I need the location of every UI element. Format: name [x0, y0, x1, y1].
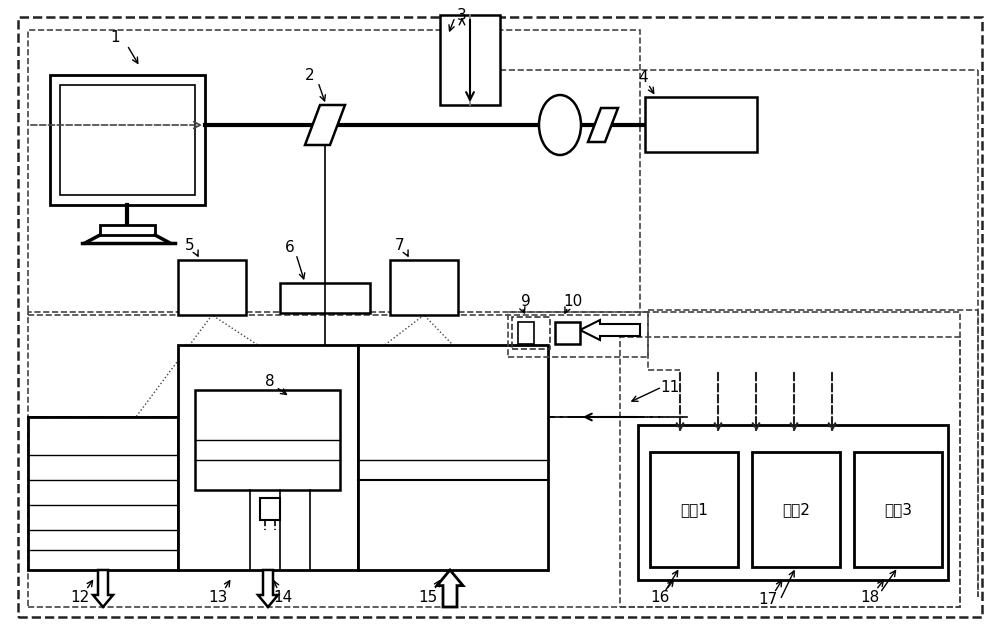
Bar: [28, 30, 640, 315]
Bar: [518, 322, 534, 344]
Text: 13: 13: [208, 589, 228, 605]
Bar: [512, 317, 550, 349]
Text: 4: 4: [638, 69, 648, 84]
Text: 17: 17: [758, 592, 778, 608]
Text: 1: 1: [110, 29, 120, 44]
Bar: [358, 345, 548, 570]
Text: 6: 6: [285, 239, 295, 255]
Bar: [440, 15, 500, 105]
Text: 16: 16: [650, 589, 670, 605]
Text: 10: 10: [563, 295, 583, 309]
Bar: [178, 345, 358, 570]
Bar: [555, 322, 580, 344]
Text: 2: 2: [305, 67, 315, 83]
Bar: [638, 425, 948, 580]
Text: 模块1: 模块1: [680, 502, 708, 518]
Polygon shape: [580, 320, 640, 340]
Text: 18: 18: [860, 589, 880, 605]
Polygon shape: [258, 570, 278, 607]
Text: 9: 9: [521, 295, 531, 309]
Text: 模块3: 模块3: [884, 502, 912, 518]
Polygon shape: [305, 105, 345, 145]
Text: 12: 12: [70, 589, 90, 605]
Text: 8: 8: [265, 375, 275, 389]
Bar: [508, 312, 648, 357]
Text: 模块2: 模块2: [782, 502, 810, 518]
Ellipse shape: [539, 95, 581, 155]
Text: 7: 7: [395, 237, 405, 253]
Text: 15: 15: [418, 589, 438, 605]
Bar: [390, 260, 458, 315]
Bar: [28, 417, 178, 570]
Polygon shape: [93, 570, 113, 607]
Bar: [645, 97, 757, 152]
Bar: [100, 225, 155, 235]
Polygon shape: [588, 108, 618, 142]
Bar: [50, 75, 205, 205]
Text: 5: 5: [185, 237, 195, 253]
Bar: [280, 283, 370, 313]
Bar: [60, 85, 195, 195]
Bar: [260, 498, 280, 520]
Text: 14: 14: [273, 589, 293, 605]
Bar: [854, 452, 942, 567]
Polygon shape: [437, 570, 463, 607]
Bar: [752, 452, 840, 567]
Text: 3: 3: [457, 8, 467, 22]
Text: 11: 11: [660, 380, 680, 394]
Bar: [195, 390, 340, 490]
Bar: [650, 452, 738, 567]
Bar: [620, 337, 960, 607]
Bar: [178, 260, 246, 315]
Bar: [28, 312, 960, 607]
